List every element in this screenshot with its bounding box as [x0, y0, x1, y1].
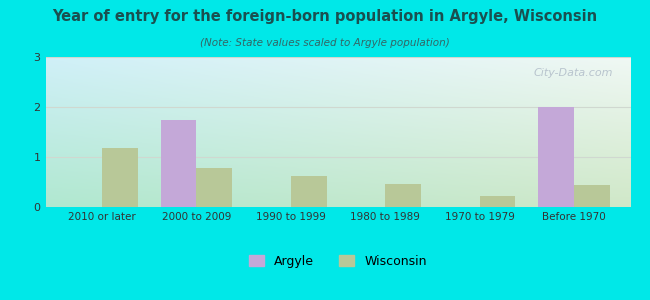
Text: Year of entry for the foreign-born population in Argyle, Wisconsin: Year of entry for the foreign-born popul…	[53, 9, 597, 24]
Bar	[538, 107, 574, 207]
Text: (Note: State values scaled to Argyle population): (Note: State values scaled to Argyle pop…	[200, 38, 450, 47]
Legend: Argyle, Wisconsin: Argyle, Wisconsin	[244, 250, 432, 273]
Text: City-Data.com: City-Data.com	[534, 68, 613, 77]
Bar	[574, 184, 610, 207]
Bar	[102, 148, 138, 207]
Bar	[196, 168, 232, 207]
Bar	[291, 176, 327, 207]
Bar	[480, 196, 515, 207]
Bar	[161, 119, 196, 207]
Bar	[385, 184, 421, 207]
